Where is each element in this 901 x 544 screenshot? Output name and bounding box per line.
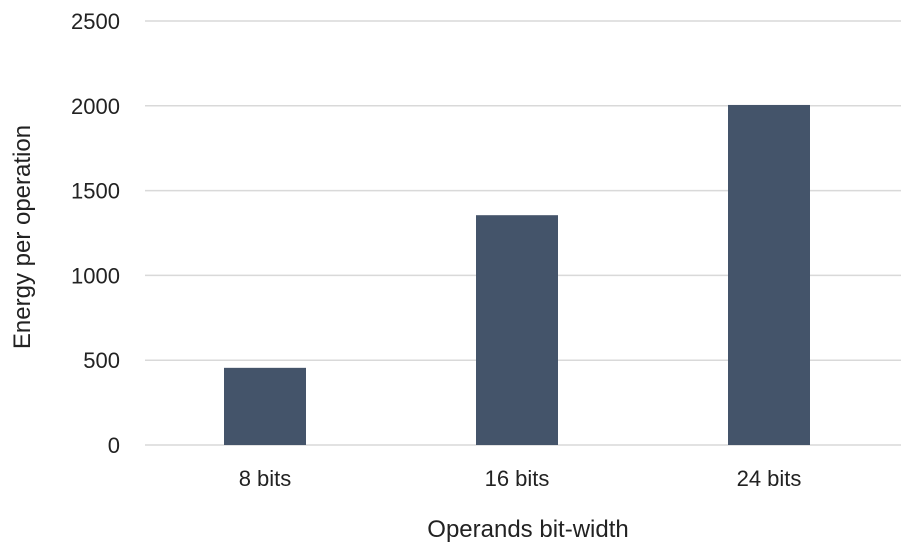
y-tick-label: 0 bbox=[108, 433, 120, 458]
bars bbox=[224, 104, 810, 446]
x-tick-label: 24 bits bbox=[737, 466, 802, 491]
y-tick-label: 2500 bbox=[71, 9, 120, 34]
x-tick-label: 16 bits bbox=[485, 466, 550, 491]
y-tick-label: 1500 bbox=[71, 179, 120, 204]
y-axis-title: Energy per operation bbox=[9, 125, 36, 349]
y-tick-label: 1000 bbox=[71, 263, 120, 288]
x-axis-title: Operands bit-width bbox=[427, 516, 628, 543]
y-axis-ticks: 0 500 1000 1500 2000 2500 bbox=[71, 9, 120, 458]
bar-16-bits bbox=[476, 215, 558, 445]
bar-24-bits bbox=[728, 104, 810, 446]
x-tick-label: 8 bits bbox=[239, 466, 292, 491]
bar-8-bits bbox=[224, 367, 306, 445]
x-axis-ticks: 8 bits 16 bits 24 bits bbox=[239, 466, 802, 491]
y-tick-label: 2000 bbox=[71, 94, 120, 119]
y-tick-label: 500 bbox=[83, 348, 120, 373]
